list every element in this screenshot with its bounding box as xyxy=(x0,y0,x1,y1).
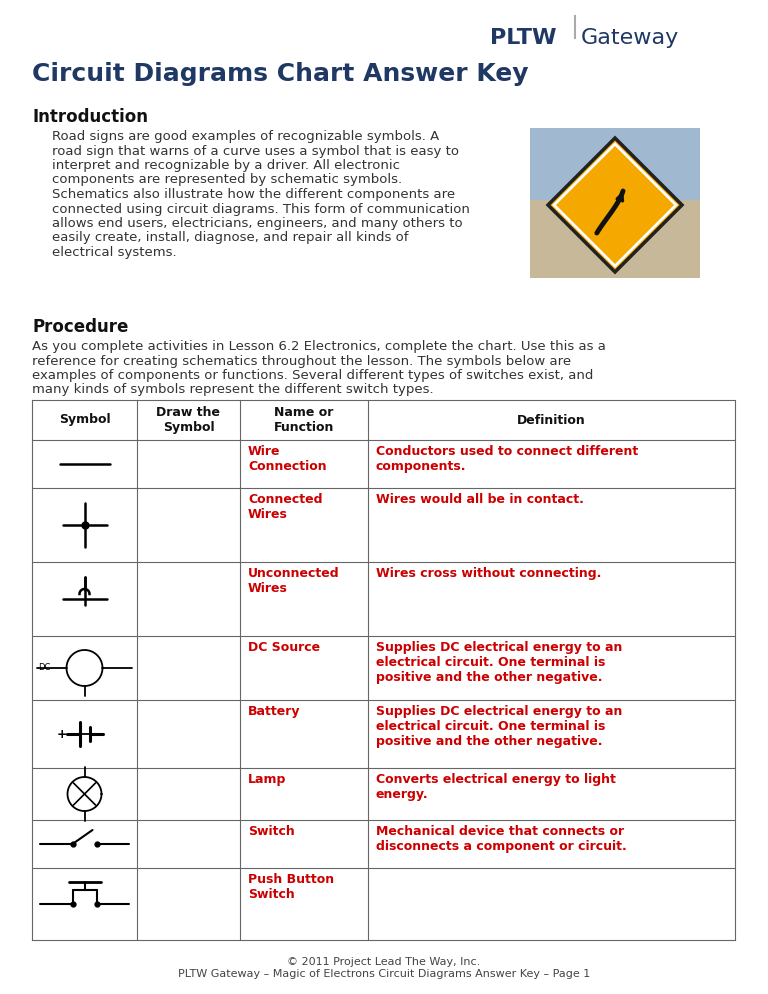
Text: Mechanical device that connects or
disconnects a component or circuit.: Mechanical device that connects or disco… xyxy=(376,825,627,853)
Text: Wire
Connection: Wire Connection xyxy=(248,445,326,473)
Text: reference for creating schematics throughout the lesson. The symbols below are: reference for creating schematics throug… xyxy=(32,355,571,368)
Text: +: + xyxy=(56,728,67,741)
Text: Connected
Wires: Connected Wires xyxy=(248,493,323,521)
Text: Converts electrical energy to light
energy.: Converts electrical energy to light ener… xyxy=(376,773,616,801)
Text: Procedure: Procedure xyxy=(32,318,128,336)
Text: electrical systems.: electrical systems. xyxy=(52,246,177,259)
Text: DC Source: DC Source xyxy=(248,641,320,654)
Text: As you complete activities in Lesson 6.2 Electronics, complete the chart. Use th: As you complete activities in Lesson 6.2… xyxy=(32,340,606,353)
Text: Supplies DC electrical energy to an
electrical circuit. One terminal is
positive: Supplies DC electrical energy to an elec… xyxy=(376,641,622,684)
Text: Schematics also illustrate how the different components are: Schematics also illustrate how the diffe… xyxy=(52,188,455,201)
Text: Wires cross without connecting.: Wires cross without connecting. xyxy=(376,567,601,580)
Text: road sign that warns of a curve uses a symbol that is easy to: road sign that warns of a curve uses a s… xyxy=(52,144,459,157)
Text: Battery: Battery xyxy=(248,705,300,718)
Text: Symbol: Symbol xyxy=(58,414,111,426)
Text: Road signs are good examples of recognizable symbols. A: Road signs are good examples of recogniz… xyxy=(52,130,439,143)
Text: Conductors used to connect different
components.: Conductors used to connect different com… xyxy=(376,445,638,473)
Text: Push Button
Switch: Push Button Switch xyxy=(248,873,334,901)
Text: Switch: Switch xyxy=(248,825,295,838)
Text: Draw the
Symbol: Draw the Symbol xyxy=(157,406,220,434)
Text: Unconnected
Wires: Unconnected Wires xyxy=(248,567,339,595)
Text: DC: DC xyxy=(38,664,51,673)
Text: Gateway: Gateway xyxy=(581,28,679,48)
Polygon shape xyxy=(548,138,682,272)
Text: allows end users, electricians, engineers, and many others to: allows end users, electricians, engineer… xyxy=(52,217,462,230)
Text: © 2011 Project Lead The Way, Inc.
PLTW Gateway – Magic of Electrons Circuit Diag: © 2011 Project Lead The Way, Inc. PLTW G… xyxy=(178,957,590,979)
Text: easily create, install, diagnose, and repair all kinds of: easily create, install, diagnose, and re… xyxy=(52,232,409,245)
Text: many kinds of symbols represent the different switch types.: many kinds of symbols represent the diff… xyxy=(32,384,434,397)
Text: Definition: Definition xyxy=(517,414,586,426)
Bar xyxy=(530,128,700,278)
Text: interpret and recognizable by a driver. All electronic: interpret and recognizable by a driver. … xyxy=(52,159,400,172)
Text: Introduction: Introduction xyxy=(32,108,148,126)
Text: examples of components or functions. Several different types of switches exist, : examples of components or functions. Sev… xyxy=(32,369,594,382)
Text: connected using circuit diagrams. This form of communication: connected using circuit diagrams. This f… xyxy=(52,203,470,216)
Bar xyxy=(530,128,700,200)
Text: Lamp: Lamp xyxy=(248,773,286,786)
Text: components are represented by schematic symbols.: components are represented by schematic … xyxy=(52,174,402,187)
Text: Circuit Diagrams Chart Answer Key: Circuit Diagrams Chart Answer Key xyxy=(32,62,528,86)
Text: Supplies DC electrical energy to an
electrical circuit. One terminal is
positive: Supplies DC electrical energy to an elec… xyxy=(376,705,622,748)
Text: PLTW: PLTW xyxy=(490,28,557,48)
Text: Wires would all be in contact.: Wires would all be in contact. xyxy=(376,493,584,506)
Text: Name or
Function: Name or Function xyxy=(274,406,334,434)
